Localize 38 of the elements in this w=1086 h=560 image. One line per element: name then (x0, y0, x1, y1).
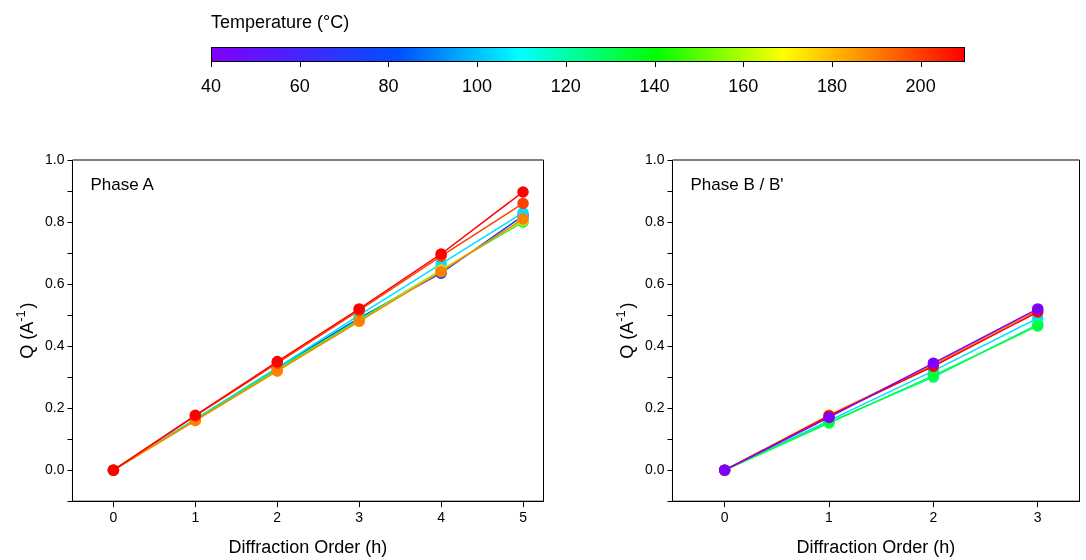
x-tick-label: 2 (929, 509, 938, 526)
color-bar-label: 60 (288, 76, 311, 97)
x-tick-label: 1 (191, 509, 200, 526)
color-bar-label: 80 (377, 76, 400, 97)
x-tick-label: 3 (355, 509, 364, 526)
x-tick-label: 0 (720, 509, 729, 526)
y-axis-title: Q (A-1) (14, 302, 37, 359)
x-tick-label: 3 (1033, 509, 1042, 526)
x-tick-label: 5 (519, 509, 528, 526)
x-tick-label: 0 (109, 509, 118, 526)
x-tick-label: 2 (273, 509, 282, 526)
y-tick-label: 1.0 (44, 150, 65, 167)
x-axis-title: Diffraction Order (h) (228, 536, 388, 557)
color-bar-label: 120 (549, 76, 582, 97)
color-bar-label: 100 (461, 76, 494, 97)
y-tick-label: 0.6 (644, 274, 665, 291)
annotation: Phase A (90, 174, 155, 194)
x-tick-label: 1 (825, 509, 834, 526)
y-tick-label: 0.0 (644, 461, 665, 478)
x-tick-label: 4 (437, 509, 446, 526)
y-tick-label: 0.6 (44, 274, 65, 291)
y-tick-label: 0.2 (644, 399, 665, 415)
x-axis-title: Diffraction Order (h) (796, 536, 956, 557)
y-tick-label: 0.4 (44, 336, 65, 353)
y-tick-label: 1.0 (644, 150, 665, 167)
color-bar-label: 40 (200, 76, 222, 97)
y-tick-label: 0.0 (44, 461, 65, 478)
y-tick-label: 0.2 (44, 399, 65, 415)
y-tick-label: 0.4 (644, 336, 665, 353)
annotation: Phase B / B' (690, 174, 784, 194)
color-bar-label: 140 (638, 76, 671, 97)
color-bar-title: Temperature (°C) (211, 12, 350, 33)
color-bar-label: 200 (904, 76, 937, 97)
y-tick-label: 0.8 (44, 212, 65, 229)
color-bar-label: 160 (727, 76, 760, 97)
y-axis-title: Q (A-1) (614, 302, 637, 359)
color-bar-label: 180 (815, 76, 848, 97)
y-tick-label: 0.8 (644, 212, 665, 229)
